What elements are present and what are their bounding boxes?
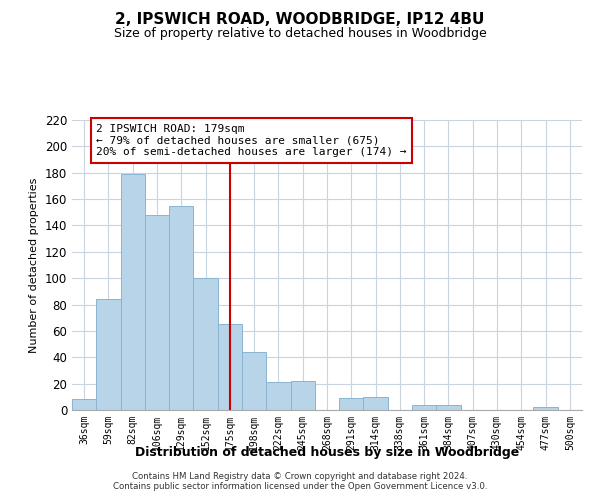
Bar [242,352,266,410]
Text: 2 IPSWICH ROAD: 179sqm
← 79% of detached houses are smaller (675)
20% of semi-de: 2 IPSWICH ROAD: 179sqm ← 79% of detached… [96,124,407,157]
Bar [290,381,315,410]
Y-axis label: Number of detached properties: Number of detached properties [29,178,39,352]
Bar [339,398,364,410]
Bar [436,404,461,410]
Bar [96,300,121,410]
Bar [218,324,242,410]
Bar [145,215,169,410]
Bar [72,400,96,410]
Text: Contains public sector information licensed under the Open Government Licence v3: Contains public sector information licen… [113,482,487,491]
Text: Distribution of detached houses by size in Woodbridge: Distribution of detached houses by size … [135,446,519,459]
Text: Size of property relative to detached houses in Woodbridge: Size of property relative to detached ho… [113,28,487,40]
Text: Contains HM Land Registry data © Crown copyright and database right 2024.: Contains HM Land Registry data © Crown c… [132,472,468,481]
Bar [193,278,218,410]
Text: 2, IPSWICH ROAD, WOODBRIDGE, IP12 4BU: 2, IPSWICH ROAD, WOODBRIDGE, IP12 4BU [115,12,485,28]
Bar [533,408,558,410]
Bar [169,206,193,410]
Bar [121,174,145,410]
Bar [364,397,388,410]
Bar [412,404,436,410]
Bar [266,382,290,410]
